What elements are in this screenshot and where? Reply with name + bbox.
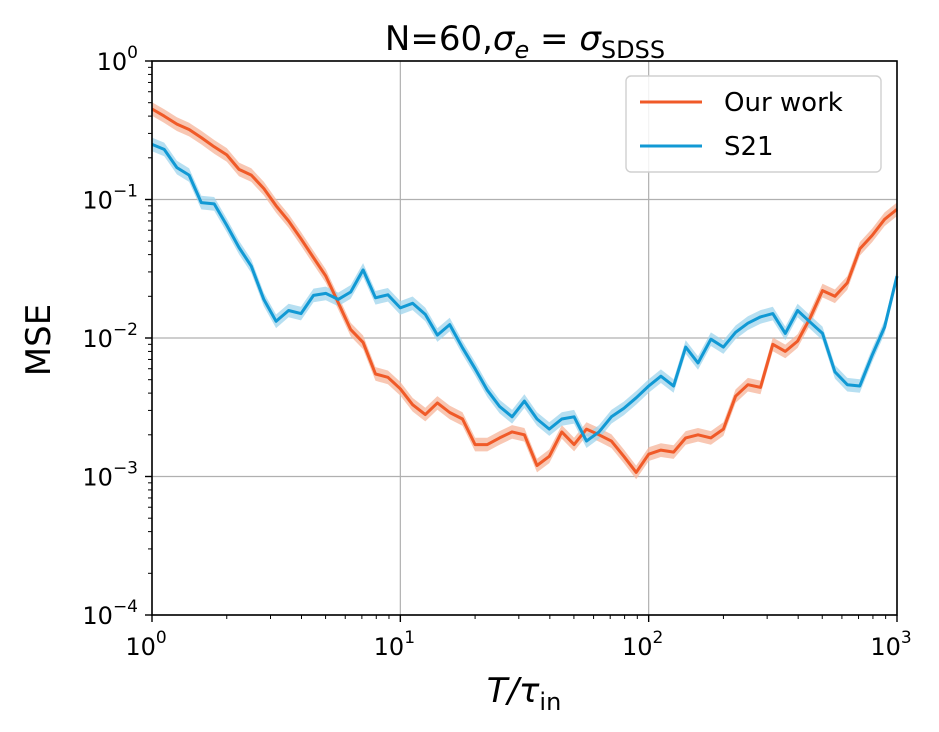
line-s21 <box>151 143 899 443</box>
y-tick-label: 10−2 <box>82 320 138 353</box>
y-tick-label: 10−4 <box>82 597 138 630</box>
x-tick-label: 100 <box>125 628 166 661</box>
x-tick-label: 103 <box>870 628 911 661</box>
y-tick-label: 100 <box>97 43 138 76</box>
x-tick-label: 101 <box>374 628 415 661</box>
legend-box <box>625 75 882 173</box>
legend-label-our-work: Our work <box>724 88 843 118</box>
y-tick-label: 10−1 <box>82 182 138 215</box>
legend-label-s21: S21 <box>724 132 774 162</box>
y-tick-label: 10−3 <box>82 459 138 492</box>
chart-title: N=60,σe = σSDSS <box>385 19 665 64</box>
line-our-work <box>151 107 898 474</box>
legend: Our work S21 <box>625 75 882 173</box>
series-lines <box>151 107 899 474</box>
y-axis-label: MSE <box>19 304 59 376</box>
x-tick-label: 102 <box>622 628 663 661</box>
x-axis-label: T/τin <box>487 671 562 716</box>
